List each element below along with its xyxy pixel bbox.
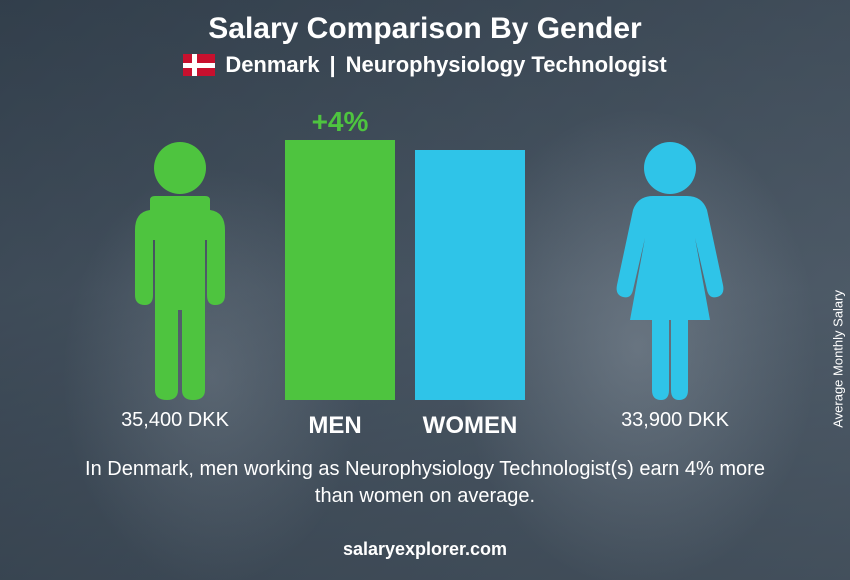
percent-difference-label: +4% xyxy=(285,106,395,138)
bar-women xyxy=(415,150,525,400)
subtitle-job: Neurophysiology Technologist xyxy=(346,52,667,78)
subtitle-separator: | xyxy=(329,52,335,78)
bar-men xyxy=(285,140,395,400)
women-salary-value: 33,900 DKK xyxy=(595,409,755,432)
women-bar-label: WOMEN xyxy=(405,412,535,440)
footer-source: salaryexplorer.com xyxy=(343,539,507,560)
subtitle-country: Denmark xyxy=(225,52,319,78)
y-axis-label: Average Monthly Salary xyxy=(831,290,846,428)
flag-cross-v xyxy=(192,54,197,76)
woman-icon xyxy=(605,140,735,400)
flag-cross-h xyxy=(183,63,215,68)
page-title: Salary Comparison By Gender xyxy=(0,0,850,46)
man-icon xyxy=(115,140,245,400)
men-bar-label: MEN xyxy=(270,412,400,440)
infographic-content: Salary Comparison By Gender Denmark | Ne… xyxy=(0,0,850,580)
men-salary-value: 35,400 DKK xyxy=(95,409,255,432)
denmark-flag-icon xyxy=(183,54,215,76)
description-text: In Denmark, men working as Neurophysiolo… xyxy=(85,456,765,510)
subtitle-row: Denmark | Neurophysiology Technologist xyxy=(0,52,850,78)
chart-area: +4% 35,400 DKK MEN WOMEN 33,900 DKK xyxy=(115,100,735,440)
